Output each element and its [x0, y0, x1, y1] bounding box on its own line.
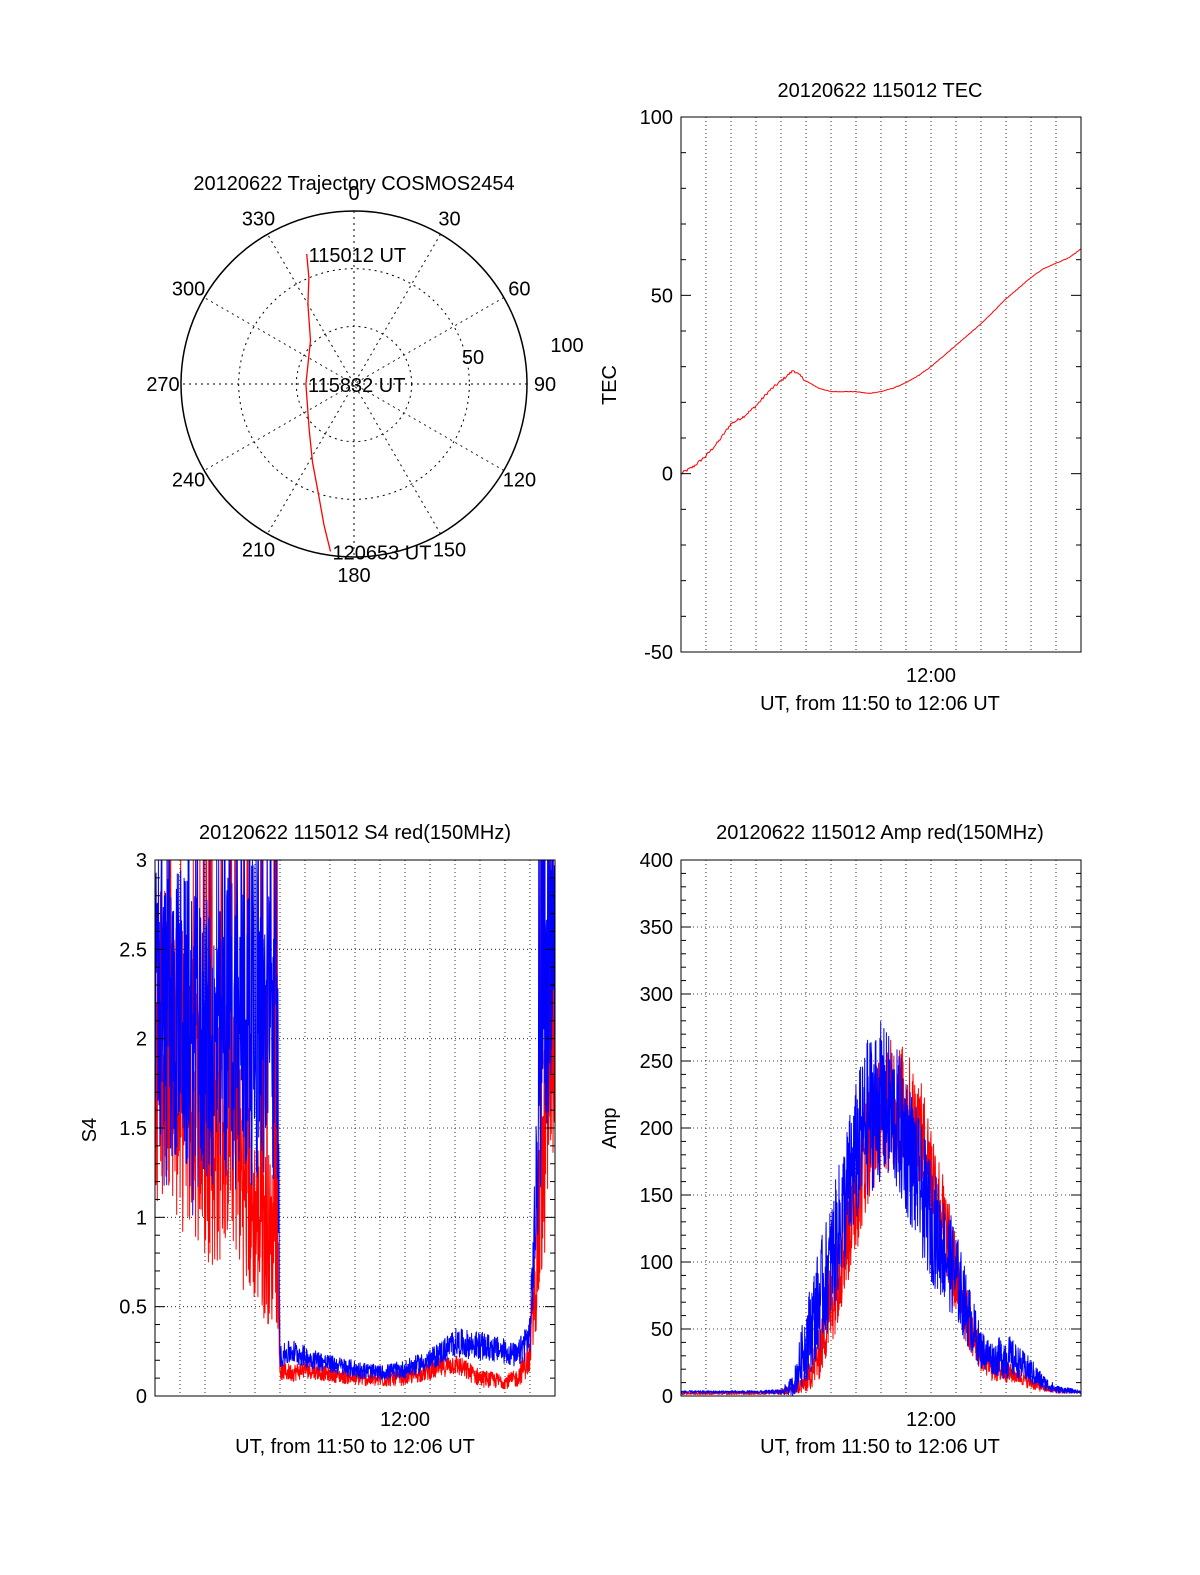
polar-angle-label: 60 — [508, 279, 530, 301]
polar-ring — [295, 325, 413, 443]
polar-angle-label: 180 — [337, 565, 370, 587]
y-tick-label: 50 — [651, 1319, 673, 1341]
y-tick-label: 2.5 — [119, 939, 147, 961]
tec-series — [680, 248, 1082, 475]
s4-series — [154, 859, 556, 1390]
trajectory-time-label: 120653 UT — [332, 543, 431, 565]
y-tick-label: 100 — [640, 1252, 673, 1274]
tec-ticks: -50 0 50 100 12:00 — [640, 107, 1081, 687]
y-tick-label: 350 — [640, 917, 673, 939]
s4-ticks: 0 0.5 1 1.5 2 2.5 3 12:00 — [119, 850, 555, 1431]
s4-blue-series-line — [154, 859, 556, 1381]
tec-xlabel: UT, from 11:50 to 12:06 UT — [760, 693, 1000, 715]
polar-angle-labels: 0 30 60 90 120 150 180 210 240 270 300 330 50 100 1150… — [146, 183, 583, 587]
amp-series — [680, 1021, 1082, 1397]
y-tick-label: 200 — [640, 1118, 673, 1140]
x-tick-label: 12:00 — [906, 1409, 956, 1431]
x-tick-label: 12:00 — [380, 1409, 430, 1431]
s4-xlabel: UT, from 11:50 to 12:06 UT — [235, 1436, 475, 1458]
tec-title: 20120622 115012 TEC — [778, 80, 983, 102]
tec-red-series-line — [680, 248, 1082, 475]
amp-xlabel: UT, from 11:50 to 12:06 UT — [760, 1436, 1000, 1458]
y-tick-label: 100 — [640, 107, 673, 129]
s4-chart: 20120622 115012 S4 red(150MHz) 0 0.5 1 1.5 2… — [79, 822, 556, 1458]
y-tick-label: 0.5 — [119, 1297, 147, 1319]
polar-series — [305, 253, 332, 552]
y-tick-label: 0 — [662, 1386, 673, 1408]
polar-angle-label: 210 — [242, 539, 275, 561]
y-tick-label: 400 — [640, 850, 673, 872]
y-tick-label: -50 — [644, 642, 673, 664]
y-tick-label: 1 — [136, 1207, 147, 1229]
polar-ring — [238, 268, 470, 500]
polar-angle-label: 30 — [438, 209, 460, 231]
x-tick-label: 12:00 — [906, 665, 956, 687]
polar-angle-label: 150 — [433, 539, 466, 561]
tec-chart: 20120622 115012 TEC -50 0 50 100 12:00 TEC U… — [599, 80, 1082, 715]
amp-chart: 20120622 115012 Amp red(150MHz) 0 50 100 15… — [599, 822, 1082, 1458]
y-tick-label: 2 — [136, 1029, 147, 1051]
y-tick-label: 3 — [136, 850, 147, 872]
amp-blue-series-line — [680, 1021, 1082, 1397]
polar-angle-label: 300 — [172, 279, 205, 301]
polar-spoke — [267, 233, 441, 535]
polar-angle-label: 270 — [146, 374, 179, 396]
y-tick-label: 300 — [640, 984, 673, 1006]
y-tick-label: 250 — [640, 1051, 673, 1073]
polar-radial-label: 50 — [462, 347, 484, 369]
trajectory-line — [305, 253, 332, 552]
s4-title: 20120622 115012 S4 red(150MHz) — [199, 822, 511, 844]
tec-plot-frame — [680, 116, 1082, 653]
s4-ylabel: S4 — [79, 1118, 101, 1142]
trajectory-time-label: 115832 UT — [308, 375, 405, 397]
amp-ylabel: Amp — [599, 1107, 621, 1148]
y-tick-label: 50 — [651, 285, 673, 307]
trajectory-polar-chart: 20120622 Trajectory COSMOS2454 0 30 60 90 12… — [146, 173, 583, 587]
y-tick-label: 150 — [640, 1185, 673, 1207]
polar-angle-label: 0 — [348, 183, 359, 205]
y-tick-label: 1.5 — [119, 1118, 147, 1140]
y-tick-label: 0 — [136, 1386, 147, 1408]
polar-angle-label: 240 — [172, 470, 205, 492]
tec-grid — [705, 117, 1057, 652]
trajectory-title: 20120622 Trajectory COSMOS2454 — [193, 173, 514, 195]
polar-radial-label: 100 — [550, 335, 583, 357]
tec-ylabel: TEC — [599, 365, 621, 405]
trajectory-time-label: 115012 UT — [309, 245, 406, 267]
y-tick-label: 0 — [662, 464, 673, 486]
polar-angle-label: 330 — [242, 209, 275, 231]
polar-angle-label: 90 — [534, 374, 556, 396]
polar-spoke — [203, 297, 505, 471]
amp-title: 20120622 115012 Amp red(150MHz) — [716, 822, 1044, 844]
polar-angle-label: 120 — [503, 470, 536, 492]
amp-ticks: 0 50 100 150 200 250 300 350 400 12:00 — [640, 850, 1081, 1431]
polar-grid — [181, 211, 527, 557]
